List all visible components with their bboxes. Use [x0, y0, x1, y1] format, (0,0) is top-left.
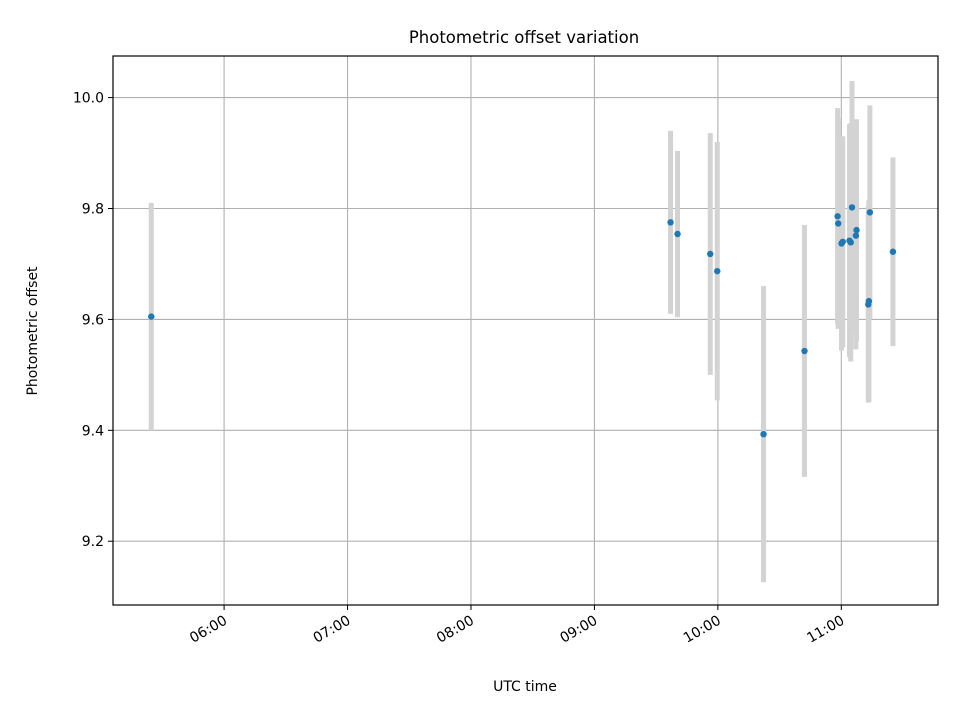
data-points: [148, 204, 897, 438]
y-axis-ticks: 9.2 9.4 9.6 9.8 10.0: [73, 91, 113, 550]
data-point: [707, 250, 714, 258]
data-point: [848, 204, 856, 211]
y-tick-label: 10.0: [73, 91, 104, 107]
data-point: [667, 219, 674, 226]
data-point: [674, 230, 681, 238]
data-point: [834, 213, 841, 220]
data-point: [714, 267, 721, 275]
data-point: [760, 431, 767, 438]
data-point: [835, 220, 842, 227]
data-point: [847, 239, 854, 246]
data-point: [852, 232, 860, 239]
data-point: [839, 238, 846, 245]
y-tick-label: 9.4: [82, 423, 104, 439]
x-axis-label: UTC time: [493, 679, 557, 695]
y-tick-label: 9.2: [82, 534, 104, 550]
y-tick-label: 9.8: [82, 202, 104, 218]
data-point: [853, 226, 860, 234]
data-point: [148, 313, 155, 320]
y-axis-label: Photometric offset: [25, 266, 41, 396]
data-point: [865, 297, 873, 305]
chart-title: Photometric offset variation: [409, 28, 639, 47]
plot-frame: [112, 55, 939, 606]
data-point: [866, 209, 874, 216]
y-tick-label: 9.6: [82, 312, 104, 328]
data-point: [889, 248, 897, 255]
data-point: [801, 347, 808, 355]
